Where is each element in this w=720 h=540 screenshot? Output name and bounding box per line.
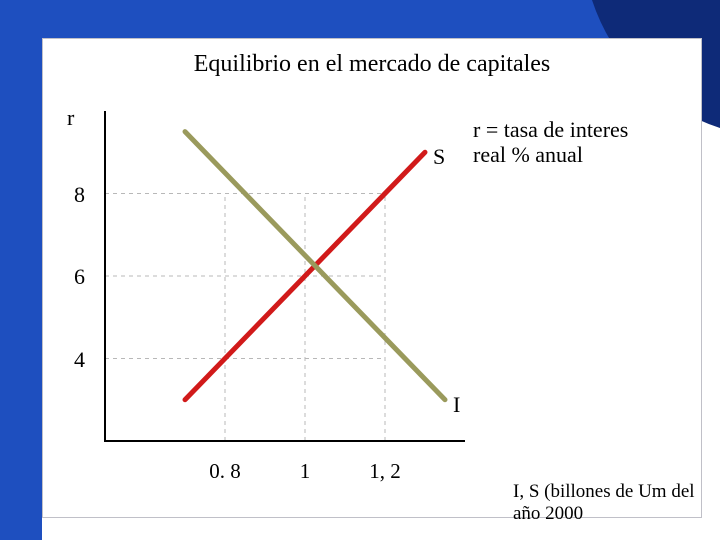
series-label-i: I xyxy=(453,392,460,418)
y-tick-label: 4 xyxy=(67,347,85,373)
r-definition-note: r = tasa de interesreal % anual xyxy=(473,117,628,168)
chart-title: Equilibrio en el mercado de capitales xyxy=(43,51,701,78)
slide: Equilibrio en el mercado de capitales r … xyxy=(0,0,720,540)
x-tick-label: 1, 2 xyxy=(369,459,401,484)
series-label-s: S xyxy=(433,144,445,170)
x-tick-label: 1 xyxy=(300,459,311,484)
y-tick-label: 6 xyxy=(67,264,85,290)
plot-area xyxy=(105,111,465,441)
x-tick-label: 0. 8 xyxy=(209,459,241,484)
left-sidebar xyxy=(0,0,42,540)
note-line: real % anual xyxy=(473,142,628,167)
note-line: r = tasa de interes xyxy=(473,117,628,142)
note-line: año 2000 xyxy=(513,503,695,525)
x-axis-note: I, S (billones de Um delaño 2000 xyxy=(513,481,695,525)
note-line: I, S (billones de Um del xyxy=(513,481,695,503)
y-tick-label: 8 xyxy=(67,182,85,208)
plot-svg xyxy=(105,111,465,441)
y-axis-label: r xyxy=(67,105,74,131)
content-panel: Equilibrio en el mercado de capitales r … xyxy=(42,38,702,518)
